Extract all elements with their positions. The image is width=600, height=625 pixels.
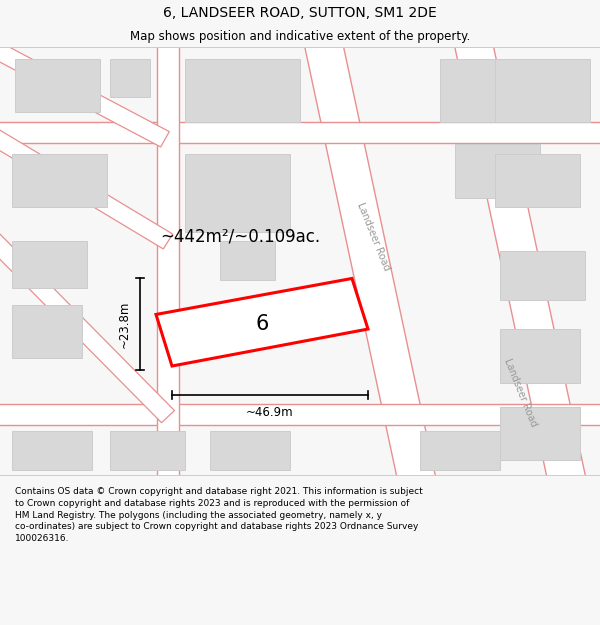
Bar — [500, 251, 585, 300]
Bar — [420, 431, 500, 470]
Bar — [110, 59, 150, 98]
Polygon shape — [0, 39, 169, 147]
Text: 6: 6 — [256, 314, 269, 334]
Polygon shape — [0, 122, 600, 143]
Bar — [15, 59, 100, 112]
Bar — [495, 154, 580, 208]
Polygon shape — [301, 24, 439, 498]
Bar — [210, 431, 290, 470]
Text: ~46.9m: ~46.9m — [246, 406, 294, 419]
Polygon shape — [0, 404, 600, 426]
Text: Contains OS data © Crown copyright and database right 2021. This information is : Contains OS data © Crown copyright and d… — [15, 487, 423, 543]
Polygon shape — [0, 231, 175, 422]
Text: 6, LANDSEER ROAD, SUTTON, SM1 2DE: 6, LANDSEER ROAD, SUTTON, SM1 2DE — [163, 6, 437, 20]
Polygon shape — [156, 279, 368, 366]
Bar — [500, 329, 580, 382]
Bar — [440, 59, 545, 122]
Text: Landseer Road: Landseer Road — [502, 357, 538, 428]
Bar — [455, 144, 540, 198]
Bar — [185, 154, 290, 232]
Bar — [220, 241, 275, 281]
Bar — [110, 431, 185, 470]
Bar — [12, 241, 87, 288]
Bar — [12, 154, 107, 208]
Text: ~442m²/~0.109ac.: ~442m²/~0.109ac. — [160, 228, 320, 246]
Bar — [185, 59, 300, 122]
Bar — [500, 407, 580, 461]
Bar — [12, 431, 92, 470]
Text: Map shows position and indicative extent of the property.: Map shows position and indicative extent… — [130, 30, 470, 43]
Bar — [495, 59, 590, 122]
Polygon shape — [451, 24, 589, 498]
Bar — [12, 305, 82, 358]
Polygon shape — [0, 127, 173, 249]
Text: Landseer Road: Landseer Road — [355, 201, 391, 272]
Polygon shape — [157, 37, 179, 494]
Text: ~23.8m: ~23.8m — [118, 301, 131, 348]
